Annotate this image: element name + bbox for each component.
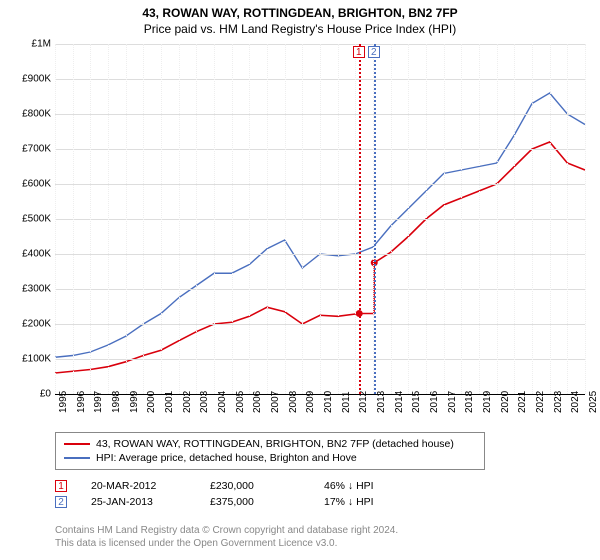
x-tick-label: 2015 <box>411 391 422 413</box>
x-tick-label: 1996 <box>76 391 87 413</box>
x-tick-label: 1998 <box>111 391 122 413</box>
sale-price-1: £230,000 <box>210 480 300 492</box>
sale-delta-2: 17% ↓ HPI <box>324 496 414 508</box>
x-tick-label: 2022 <box>535 391 546 413</box>
y-tick-label: £800K <box>3 109 51 120</box>
sale-row-1: 1 20-MAR-2012 £230,000 46% ↓ HPI <box>55 478 414 494</box>
x-tick-label: 2013 <box>376 391 387 413</box>
x-tick-label: 2010 <box>323 391 334 413</box>
sale-delta-1: 46% ↓ HPI <box>324 480 414 492</box>
x-tick-label: 1999 <box>129 391 140 413</box>
y-tick-label: £400K <box>3 249 51 260</box>
x-tick-label: 2009 <box>305 391 316 413</box>
x-tick-label: 2023 <box>553 391 564 413</box>
x-tick-label: 2014 <box>394 391 405 413</box>
marker-box-1: 1 <box>353 46 365 58</box>
sale-marker-1: 1 <box>55 480 67 492</box>
x-tick-label: 2016 <box>429 391 440 413</box>
x-tick-label: 2018 <box>464 391 475 413</box>
y-tick-label: £600K <box>3 179 51 190</box>
footer-line-2: This data is licensed under the Open Gov… <box>55 537 398 550</box>
sale-row-2: 2 25-JAN-2013 £375,000 17% ↓ HPI <box>55 494 414 510</box>
sale-date-2: 25-JAN-2013 <box>91 496 186 508</box>
y-tick-label: £200K <box>3 319 51 330</box>
legend-swatch-1 <box>64 443 90 445</box>
legend-row-1: 43, ROWAN WAY, ROTTINGDEAN, BRIGHTON, BN… <box>64 437 476 451</box>
legend-swatch-2 <box>64 457 90 459</box>
x-tick-label: 2004 <box>217 391 228 413</box>
chart-subtitle: Price paid vs. HM Land Registry's House … <box>0 20 600 36</box>
y-tick-label: £0 <box>3 389 51 400</box>
y-tick-label: £900K <box>3 74 51 85</box>
x-tick-label: 1995 <box>58 391 69 413</box>
y-tick-label: £500K <box>3 214 51 225</box>
x-tick-label: 2012 <box>358 391 369 413</box>
x-tick-label: 2017 <box>447 391 458 413</box>
x-tick-label: 2008 <box>288 391 299 413</box>
x-tick-label: 2019 <box>482 391 493 413</box>
plot-region: £0£100K£200K£300K£400K£500K£600K£700K£80… <box>55 44 585 394</box>
footer: Contains HM Land Registry data © Crown c… <box>55 524 398 550</box>
legend-label-1: 43, ROWAN WAY, ROTTINGDEAN, BRIGHTON, BN… <box>96 438 454 450</box>
x-tick-label: 2000 <box>146 391 157 413</box>
x-tick-label: 2005 <box>235 391 246 413</box>
x-tick-label: 2020 <box>500 391 511 413</box>
x-tick-label: 2021 <box>517 391 528 413</box>
y-tick-label: £700K <box>3 144 51 155</box>
legend: 43, ROWAN WAY, ROTTINGDEAN, BRIGHTON, BN… <box>55 432 485 470</box>
footer-line-1: Contains HM Land Registry data © Crown c… <box>55 524 398 537</box>
chart-title: 43, ROWAN WAY, ROTTINGDEAN, BRIGHTON, BN… <box>0 0 600 20</box>
x-tick-label: 2003 <box>199 391 210 413</box>
x-tick-label: 2002 <box>182 391 193 413</box>
x-tick-label: 2001 <box>164 391 175 413</box>
x-tick-label: 2006 <box>252 391 263 413</box>
x-tick-label: 2024 <box>570 391 581 413</box>
sale-price-2: £375,000 <box>210 496 300 508</box>
x-tick-label: 1997 <box>93 391 104 413</box>
marker-box-2: 2 <box>368 46 380 58</box>
chart-area: £0£100K£200K£300K£400K£500K£600K£700K£80… <box>55 44 585 394</box>
x-tick-label: 2025 <box>588 391 599 413</box>
y-tick-label: £1M <box>3 39 51 50</box>
sales-table: 1 20-MAR-2012 £230,000 46% ↓ HPI 2 25-JA… <box>55 478 414 510</box>
legend-label-2: HPI: Average price, detached house, Brig… <box>96 452 357 464</box>
sale-marker-2: 2 <box>55 496 67 508</box>
y-tick-label: £100K <box>3 354 51 365</box>
y-tick-label: £300K <box>3 284 51 295</box>
legend-row-2: HPI: Average price, detached house, Brig… <box>64 451 476 465</box>
x-tick-label: 2011 <box>341 391 352 413</box>
sale-date-1: 20-MAR-2012 <box>91 480 186 492</box>
x-tick-label: 2007 <box>270 391 281 413</box>
page: 43, ROWAN WAY, ROTTINGDEAN, BRIGHTON, BN… <box>0 0 600 560</box>
